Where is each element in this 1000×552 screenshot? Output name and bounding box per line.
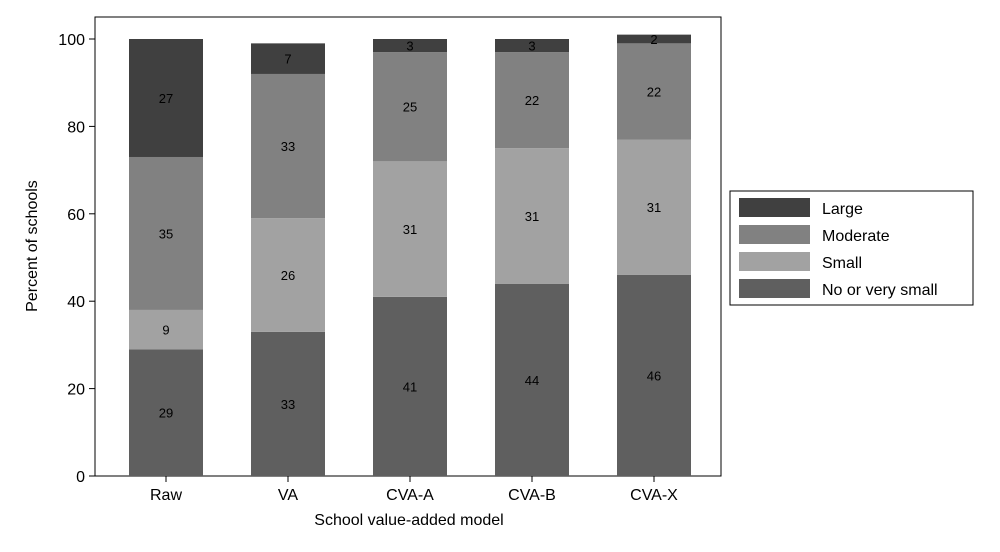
bar-cva-a-large: [373, 39, 447, 53]
bar-cva-x-large: [617, 34, 691, 44]
legend-swatch-no-or-very-small: [739, 279, 810, 298]
bar-va-small: [251, 218, 325, 332]
data-label-cva-b-no-or-very-small: 44: [525, 373, 539, 388]
data-label-cva-x-no-or-very-small: 46: [647, 368, 661, 383]
bar-cva-b-no-or-very-small: [495, 283, 569, 476]
y-tick-label: 0: [76, 469, 85, 486]
data-label-cva-a-small: 31: [403, 222, 417, 237]
bar-cva-b-moderate: [495, 52, 569, 149]
x-tick-label-cva-a: CVA-A: [386, 487, 434, 504]
bar-va-moderate: [251, 73, 325, 219]
x-tick-label-va: VA: [278, 487, 298, 504]
bar-raw-no-or-very-small: [129, 349, 203, 476]
data-label-cva-a-moderate: 25: [403, 100, 417, 115]
bar-cva-b-small: [495, 148, 569, 284]
data-label-cva-a-no-or-very-small: 41: [403, 379, 417, 394]
bar-cva-x-moderate: [617, 43, 691, 140]
y-axis-title: Percent of schools: [24, 180, 41, 312]
legend-swatch-large: [739, 198, 810, 217]
data-label-cva-b-moderate: 22: [525, 93, 539, 108]
data-label-raw-moderate: 35: [159, 226, 173, 241]
data-label-raw-large: 27: [159, 91, 173, 106]
bar-cva-x-small: [617, 139, 691, 275]
data-label-cva-a-large: 3: [406, 39, 413, 54]
data-label-va-large: 7: [284, 52, 291, 67]
x-tick-label-cva-b: CVA-B: [508, 487, 556, 504]
y-tick-label: 60: [67, 207, 85, 224]
data-label-va-moderate: 33: [281, 139, 295, 154]
data-label-cva-x-large: 2: [650, 32, 657, 47]
legend-label-moderate: Moderate: [822, 228, 890, 245]
data-label-cva-x-small: 31: [647, 200, 661, 215]
y-tick-label: 80: [67, 119, 85, 136]
y-tick-label: 20: [67, 382, 85, 399]
legend-label-no-or-very-small: No or very small: [822, 282, 938, 299]
bar-cva-x-no-or-very-small: [617, 274, 691, 476]
bars-group: [129, 34, 691, 476]
bar-cva-a-moderate: [373, 52, 447, 162]
bar-raw-moderate: [129, 156, 203, 310]
bar-cva-a-no-or-very-small: [373, 296, 447, 476]
legend: Large Moderate Small No or very small: [729, 190, 974, 306]
legend-label-large: Large: [822, 201, 863, 218]
x-axis: Raw VA CVA-A CVA-B CVA-X: [150, 476, 678, 504]
legend-swatch-moderate: [739, 225, 810, 244]
legend-label-small: Small: [822, 255, 862, 272]
y-tick-label: 40: [67, 294, 85, 311]
y-axis: 0 20 40 60 80 100: [58, 32, 95, 486]
data-label-cva-b-large: 3: [528, 39, 535, 54]
data-label-cva-x-moderate: 22: [647, 84, 661, 99]
y-tick-label: 100: [58, 32, 85, 49]
x-tick-label-raw: Raw: [150, 487, 182, 504]
bar-raw-small: [129, 309, 203, 350]
bar-va-large: [251, 43, 325, 74]
x-tick-label-cva-x: CVA-X: [630, 487, 678, 504]
legend-swatch-small: [739, 252, 810, 271]
bar-raw-large: [129, 39, 203, 157]
x-axis-title: School value-added model: [314, 512, 503, 529]
data-label-va-no-or-very-small: 33: [281, 397, 295, 412]
data-label-va-small: 26: [281, 268, 295, 283]
bar-cva-b-large: [495, 39, 569, 53]
data-label-raw-small: 9: [162, 323, 169, 338]
data-label-cva-b-small: 31: [525, 209, 539, 224]
bar-va-no-or-very-small: [251, 331, 325, 476]
bar-cva-a-small: [373, 161, 447, 297]
data-label-raw-no-or-very-small: 29: [159, 406, 173, 421]
